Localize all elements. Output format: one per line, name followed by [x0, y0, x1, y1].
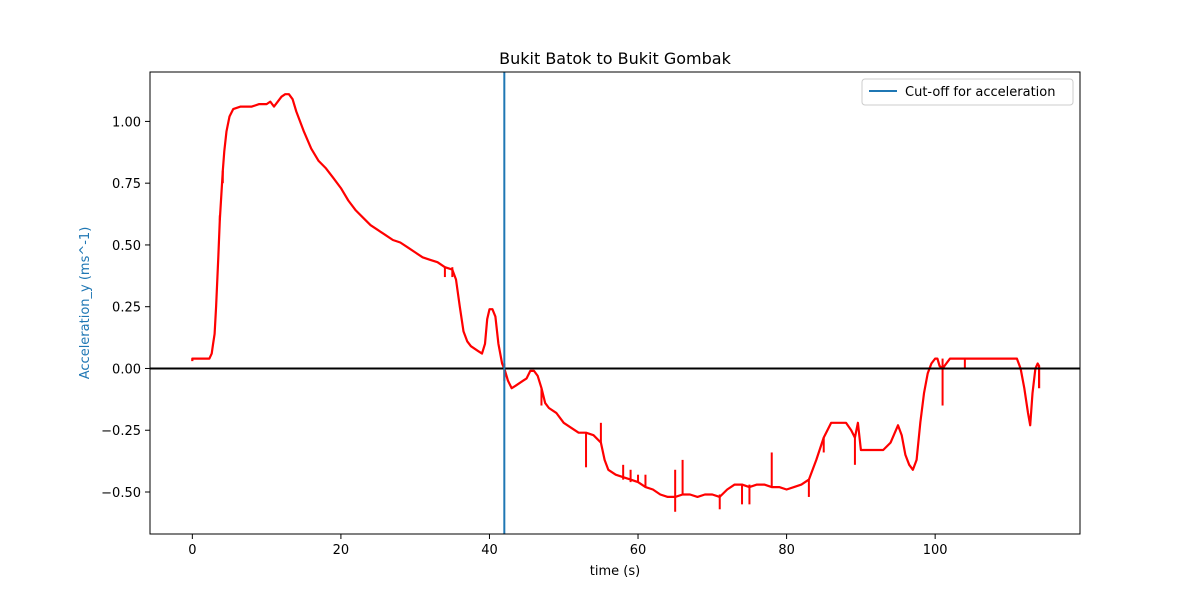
legend-box [861, 78, 1074, 106]
series-layer [191, 93, 1041, 512]
y-tick-label: −0.50 [101, 486, 141, 501]
y-axis-label: Acceleration_y (ms^-1) [78, 227, 93, 380]
x-axis-label: time (s) [590, 564, 640, 579]
reference-lines [150, 72, 1080, 534]
y-tick-label: 0.75 [112, 177, 141, 192]
axes-frame [149, 71, 1081, 535]
x-tick-label: 0 [188, 543, 196, 558]
x-tick-label: 80 [778, 543, 795, 558]
chart-title: Bukit Batok to Bukit Gombak [499, 49, 731, 68]
y-tick-label: 0.00 [112, 362, 141, 377]
y-tick-label: 0.25 [112, 301, 141, 316]
y-tick-label: 1.00 [112, 115, 141, 130]
y-axis: −0.50 −0.25 0.00 0.25 0.50 0.75 1.00 [101, 115, 150, 501]
x-tick-label: 100 [923, 543, 948, 558]
x-tick-label: 60 [630, 543, 647, 558]
y-tick-label: −0.25 [101, 424, 141, 439]
legend: Cut-off for acceleration [861, 78, 1074, 106]
x-axis: 0 20 40 60 80 100 [188, 534, 948, 558]
plot-area [149, 71, 1081, 535]
x-tick-label: 40 [481, 543, 498, 558]
series-line [191, 93, 1041, 498]
y-tick-label: 0.50 [112, 239, 141, 254]
legend-label-cutoff: Cut-off for acceleration [905, 85, 1055, 100]
x-tick-label: 20 [333, 543, 350, 558]
